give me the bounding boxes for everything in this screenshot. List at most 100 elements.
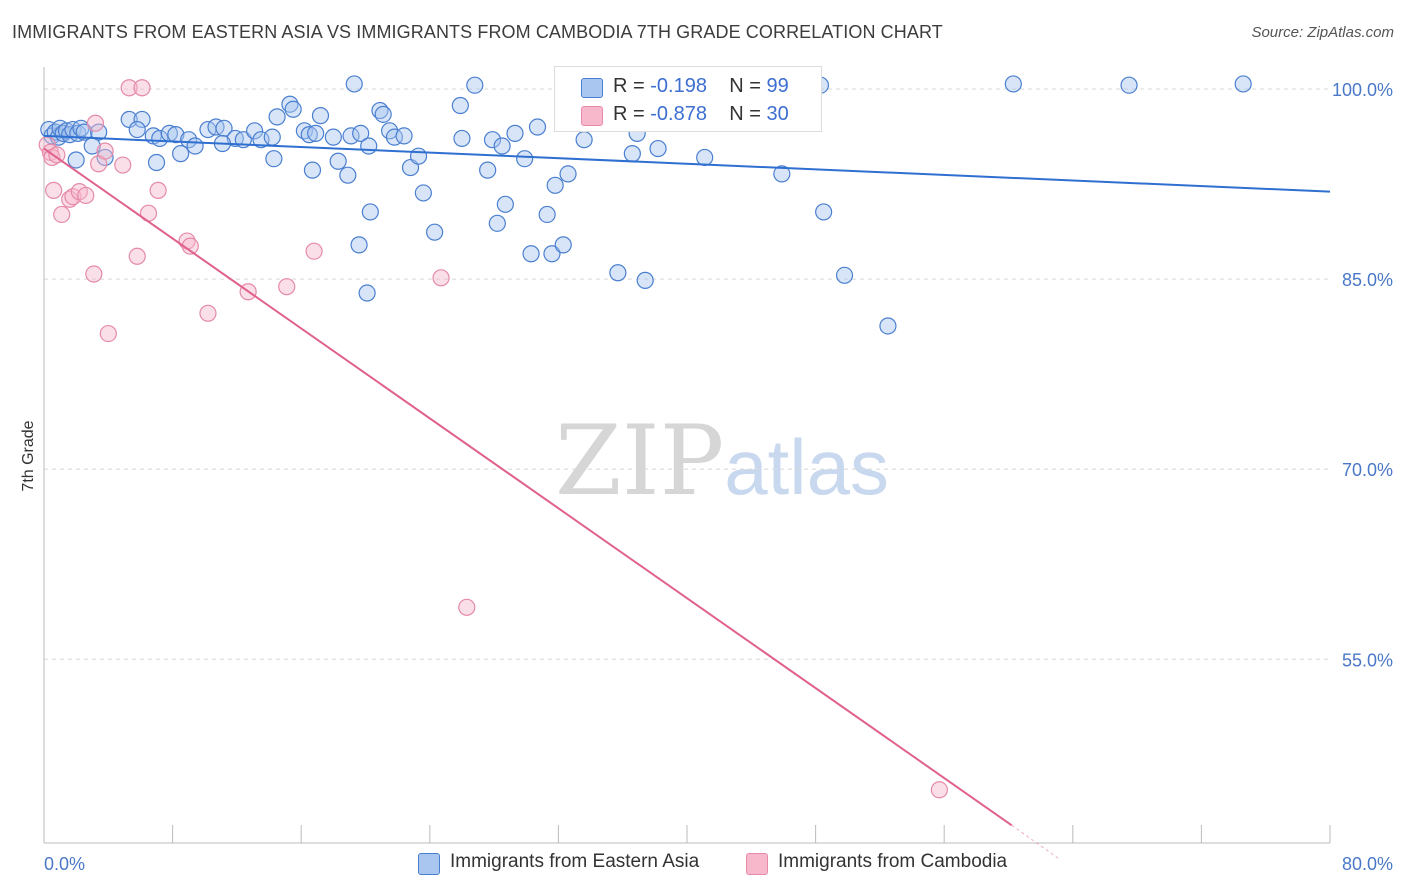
data-point [879,317,897,335]
data-point [48,146,66,164]
data-point [1004,75,1022,93]
trend-line-cambodia [43,147,1013,827]
legend-label: Immigrants from Cambodia [778,851,1008,872]
data-point [409,147,428,165]
r-value: -0.878 [650,103,707,125]
data-point [99,324,117,343]
data-point [300,126,318,144]
data-point [432,269,450,287]
data-point [86,114,105,132]
data-point [85,265,103,283]
trend-lines [43,134,1331,860]
data-point [559,165,577,183]
y-tick-label: 55.0% [1342,650,1393,670]
data-point [453,129,471,148]
r-value: -0.198 [650,75,707,97]
data-point [835,266,854,284]
data-point [284,100,302,118]
data-point [538,205,556,224]
n-value: 30 [766,103,789,125]
n-value: 99 [766,75,789,97]
correlation-legend: R = -0.198 N = 99 R = -0.878 N = 30 [554,66,822,132]
data-point [358,284,376,302]
data-point [252,131,270,149]
data-point [352,124,370,142]
watermark: ZIPatlas [555,405,889,517]
data-point [458,598,476,616]
data-point [374,105,392,123]
data-point [360,137,378,155]
data-point [395,127,413,145]
data-point [45,181,63,199]
data-point [120,79,138,97]
data-point [245,122,264,140]
y-tick-label: 100.0% [1332,80,1393,100]
data-point [151,129,169,148]
data-point [930,781,948,799]
data-point [451,96,469,115]
data-point [114,156,132,174]
data-point [303,161,322,179]
data-point [329,152,347,170]
r-label: R = [613,75,645,97]
data-point [268,108,286,126]
data-point [149,181,167,199]
data-point [623,145,641,163]
data-point [339,166,357,184]
data-point [180,131,198,149]
data-point [496,195,514,213]
data-point [528,118,547,136]
r-label: R = [613,103,645,125]
x-tick-label: 80.0% [1342,854,1393,874]
data-point [215,119,233,137]
data-point [263,128,281,146]
data-point [609,264,627,282]
data-point [466,76,484,94]
legend-swatch-pink [746,853,768,875]
data-point [815,203,833,221]
data-point [342,127,360,145]
data-point [311,107,330,125]
legend-swatch-blue [581,78,603,98]
data-point [278,278,296,296]
data-point [186,137,204,155]
data-point [305,242,323,260]
watermark-atlas: atlas [724,423,889,511]
data-point [522,245,540,263]
axis-labels: 55.0% 70.0% 85.0% 100.0% 0.0% 80.0% 7th Grade [20,80,1393,874]
data-point [199,304,217,322]
n-label: N = [729,103,761,125]
n-label: N = [729,75,761,97]
data-point [1234,75,1252,93]
data-point [77,186,95,205]
data-point [488,214,506,232]
data-point [43,148,61,167]
data-point [426,223,444,241]
data-point [414,184,432,202]
data-point [147,153,166,172]
y-axis-title: 7th Grade [20,420,37,491]
legend-swatch-blue [418,853,440,875]
data-point [265,150,283,168]
data-point [133,79,151,97]
data-point [554,236,572,254]
data-point [483,131,502,149]
series-cambodia [38,79,948,799]
data-point [75,123,93,141]
data-point [324,128,342,146]
y-tick-label: 85.0% [1342,270,1393,290]
data-point [281,95,299,113]
source-label: Source: ZipAtlas.com [1251,24,1394,41]
trend-line-cambodia-extension [1011,824,1061,860]
chart-title: IMMIGRANTS FROM EASTERN ASIA VS IMMIGRAN… [12,22,943,42]
data-point [696,148,714,167]
legend-label: Immigrants from Eastern Asia [450,851,700,872]
trend-line-eastern-asia [43,134,1331,193]
data-point [90,123,108,141]
data-point [133,110,151,129]
x-tick-label: 0.0% [44,854,85,874]
data-point [493,137,511,155]
axes [43,67,1331,844]
series-eastern-asia [40,75,1252,335]
